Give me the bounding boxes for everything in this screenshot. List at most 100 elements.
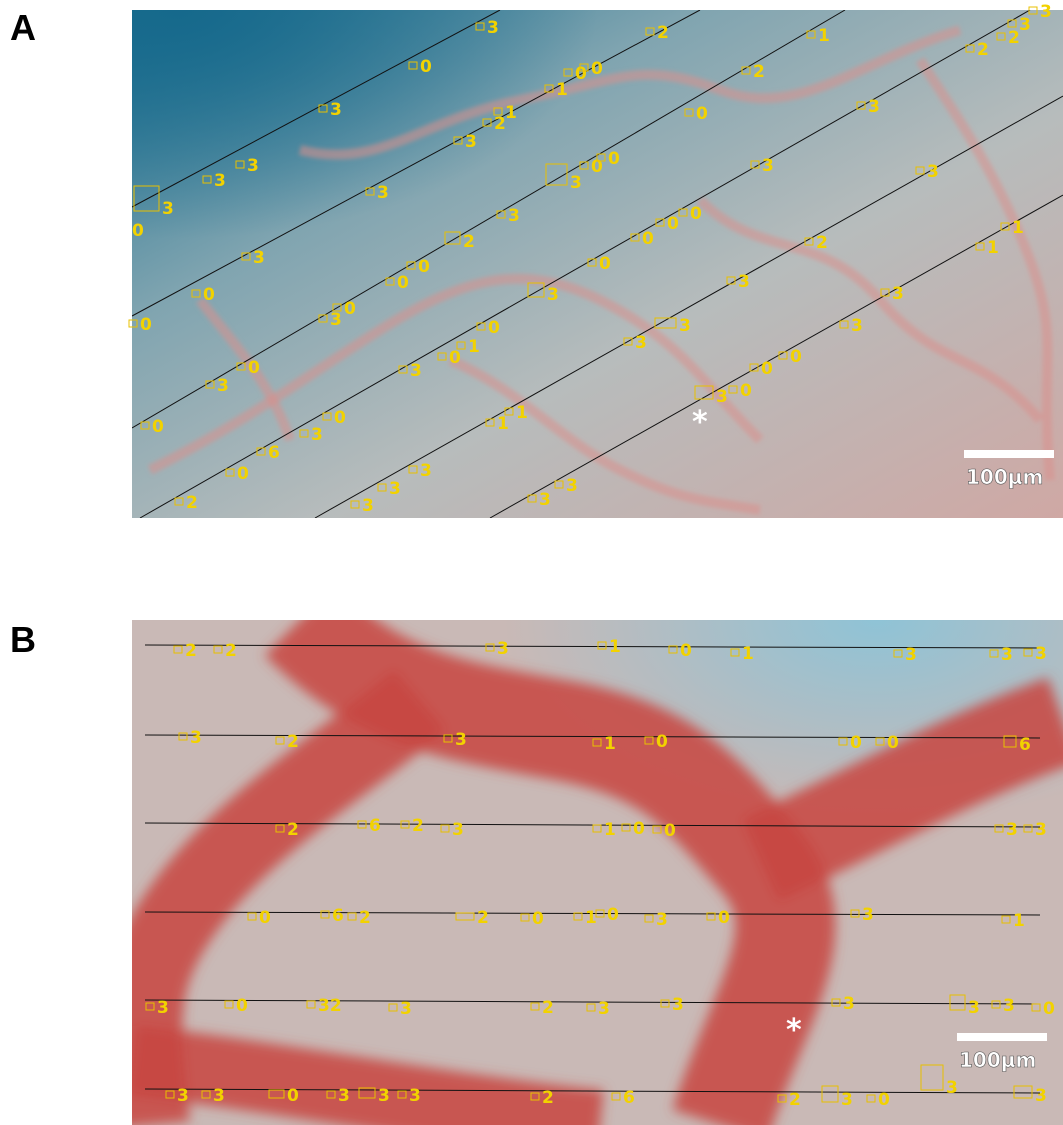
count-label: 0 (259, 908, 271, 928)
count-label: 3 (598, 999, 610, 1019)
scale-bar (964, 450, 1054, 458)
count-label: 1 (742, 644, 754, 664)
count-label: 3 (1035, 820, 1047, 840)
count-label: 0 (599, 254, 611, 274)
count-label: 0 (761, 359, 773, 379)
count-label: 3 (508, 206, 520, 226)
count-label: 3 (716, 387, 728, 407)
count-label: 0 (690, 204, 702, 224)
count-label: 3 (162, 199, 174, 219)
count-label: 3 (1035, 1086, 1047, 1106)
count-label: 3 (1040, 2, 1052, 22)
count-label: 3 (868, 97, 880, 117)
count-label: 0 (334, 408, 346, 428)
count-label: 6 (369, 816, 381, 836)
count-label: 2 (542, 1088, 554, 1108)
count-label: 3 (487, 18, 499, 38)
count-label: 3 (400, 999, 412, 1019)
count-label: 3 (1035, 644, 1047, 664)
count-label: 0 (667, 214, 679, 234)
count-label: 0 (132, 221, 144, 241)
count-label: 0 (850, 733, 862, 753)
count-label: 3 (157, 998, 169, 1018)
figure: A B * * 100µm 100µm 32101002223331230333… (0, 0, 1063, 1125)
count-label: 3 (1001, 645, 1013, 665)
count-label: 3 (247, 156, 259, 176)
count-label: 6 (332, 906, 344, 926)
count-label: 0 (287, 1086, 299, 1106)
count-label: 1 (516, 403, 528, 423)
count-label: 3 (330, 310, 342, 330)
count-label: 0 (591, 59, 603, 79)
count-label: 2 (477, 908, 489, 928)
count-label: 2 (542, 998, 554, 1018)
count-label: 0 (718, 908, 730, 928)
count-label: 3 (1019, 15, 1031, 35)
count-label: 3 (892, 284, 904, 304)
count-label: 3 (177, 1086, 189, 1106)
count-label: 0 (1043, 999, 1055, 1019)
count-label: 3 (389, 479, 401, 499)
count-label: 3 (635, 333, 647, 353)
count-label: 0 (449, 348, 461, 368)
count-label: 0 (696, 104, 708, 124)
marker: * (692, 405, 708, 440)
count-label: 2 (287, 820, 299, 840)
count-label: 3 (253, 248, 265, 268)
count-label: 0 (203, 285, 215, 305)
count-label: 3 (378, 1086, 390, 1106)
count-label: 0 (237, 464, 249, 484)
count-label: 3 (927, 162, 939, 182)
count-label: 3 (656, 910, 668, 930)
count-label: 2 (977, 40, 989, 60)
count-label: 3 (338, 1086, 350, 1106)
count-label: 0 (418, 257, 430, 277)
count-label: 0 (236, 996, 248, 1016)
count-label: 3 (330, 100, 342, 120)
count-label: 1 (585, 908, 597, 928)
count-label: 1 (1013, 911, 1025, 931)
count-label: 1 (556, 80, 568, 100)
count-label: 3 (843, 994, 855, 1014)
count-label: 3 (946, 1078, 958, 1098)
count-label: 2 (225, 641, 237, 661)
count-label: 1 (505, 103, 517, 123)
count-label: 0 (664, 821, 676, 841)
count-label: 3 (214, 171, 226, 191)
count-label: 1 (468, 337, 480, 357)
count-label: 2 (287, 732, 299, 752)
count-label: 3 (762, 156, 774, 176)
count-label: 3 (217, 376, 229, 396)
count-label: 3 (420, 461, 432, 481)
count-label: 3 (362, 496, 374, 516)
count-label: 6 (268, 443, 280, 463)
marker: * (786, 1013, 802, 1048)
count-label: 3 (410, 361, 422, 381)
count-label: 3 (841, 1090, 853, 1110)
count-label: 3 (566, 476, 578, 496)
count-label: 0 (642, 229, 654, 249)
count-label: 0 (740, 381, 752, 401)
count-label: 3 (1003, 996, 1015, 1016)
count-label: 0 (633, 819, 645, 839)
count-label: 2 (186, 493, 198, 513)
count-label: 3 (679, 316, 691, 336)
count-label: 1 (1012, 218, 1024, 238)
count-label: 1 (497, 414, 509, 434)
count-label: 0 (152, 417, 164, 437)
count-label: 0 (887, 733, 899, 753)
count-label: 0 (656, 732, 668, 752)
count-label: 6 (1019, 735, 1031, 755)
count-label: 3 (570, 173, 582, 193)
scale-bar (957, 1033, 1047, 1041)
count-label: 3 (190, 728, 202, 748)
count-label: 2 (753, 62, 765, 82)
count-label: 3 (539, 490, 551, 510)
count-label: 3 (455, 730, 467, 750)
count-label: 3 (213, 1086, 225, 1106)
panel-letter: A (10, 7, 36, 48)
count-label: 0 (420, 57, 432, 77)
count-label: 1 (818, 26, 830, 46)
count-label: 3 (377, 183, 389, 203)
count-label: 3 (968, 998, 980, 1018)
